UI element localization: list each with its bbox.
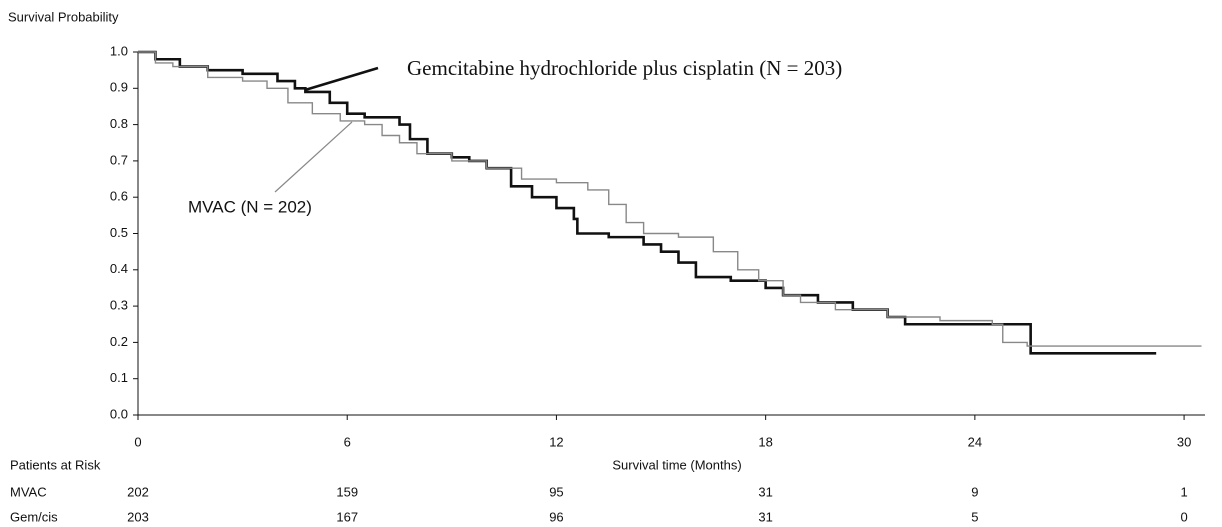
y-tick-label: 0.0: [110, 406, 128, 421]
risk-count: 167: [336, 509, 358, 524]
risk-count: 31: [758, 484, 772, 499]
y-tick-label: 0.7: [110, 152, 128, 167]
y-tick-label: 0.3: [110, 298, 128, 313]
y-tick-label: 0.4: [110, 261, 128, 276]
x-tick-label: 12: [549, 434, 563, 449]
risk-count: 95: [549, 484, 563, 499]
x-tick-label: 24: [968, 434, 982, 449]
y-tick-label: 0.2: [110, 334, 128, 349]
risk-table-title: Patients at Risk: [10, 457, 101, 472]
risk-count: 5: [971, 509, 978, 524]
risk-count: 202: [127, 484, 149, 499]
risk-row-name: Gem/cis: [10, 509, 58, 524]
y-tick-label: 0.9: [110, 80, 128, 95]
series-label: MVAC (N = 202): [188, 197, 312, 216]
y-tick-label: 0.6: [110, 189, 128, 204]
y-tick-label: 0.8: [110, 116, 128, 131]
y-axis-label: Survival Probability: [8, 9, 119, 24]
risk-count: 159: [336, 484, 358, 499]
risk-count: 1: [1180, 484, 1187, 499]
x-tick-label: 18: [758, 434, 772, 449]
risk-count: 9: [971, 484, 978, 499]
survival-curve: [138, 51, 1202, 347]
y-tick-label: 0.1: [110, 370, 128, 385]
x-axis-label: Survival time (Months): [612, 457, 741, 472]
annotation-pointer: [304, 66, 379, 92]
x-tick-label: 30: [1177, 434, 1191, 449]
risk-count: 31: [758, 509, 772, 524]
risk-count: 96: [549, 509, 563, 524]
risk-row-name: MVAC: [10, 484, 47, 499]
x-tick-label: 6: [344, 434, 351, 449]
x-tick-label: 0: [134, 434, 141, 449]
y-tick-label: 0.5: [110, 225, 128, 240]
y-tick-label: 1.0: [110, 43, 128, 58]
risk-count: 203: [127, 509, 149, 524]
annotation-pointer: [274, 121, 353, 193]
series-label: Gemcitabine hydrochloride plus cisplatin…: [407, 56, 842, 80]
risk-count: 0: [1180, 509, 1187, 524]
